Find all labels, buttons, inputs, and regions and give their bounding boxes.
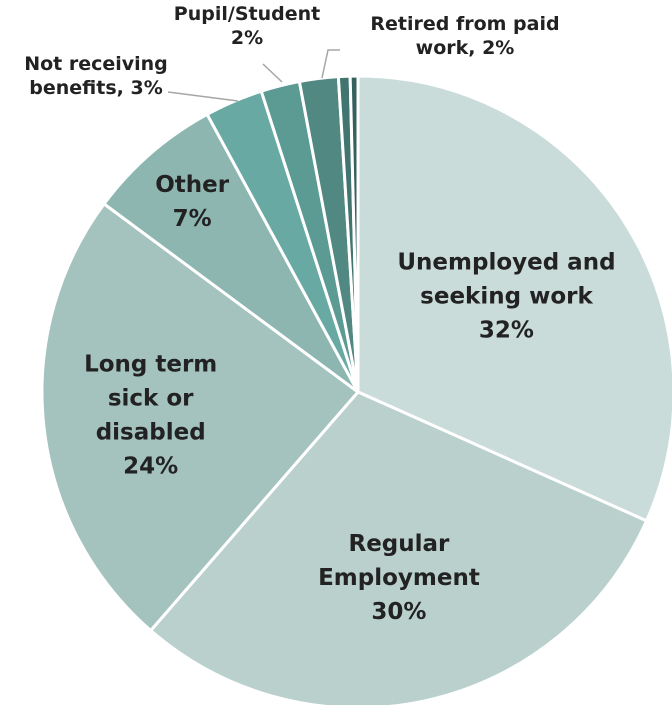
slice-label-other: Other 7% (155, 172, 230, 232)
slice-label-line: Employment (318, 565, 480, 591)
slice-label-line: 32% (479, 318, 534, 344)
slice-label-line: benefits, 3% (29, 77, 162, 99)
slice-label-long-term-sick-or-disabled: Long term sick or disabled 24% (84, 352, 217, 480)
leader-line-pupil-student (262, 63, 283, 83)
pie-slice-long-term-sick-or-disabled (40, 202, 360, 633)
leader-line-retired-from-paid-work (321, 49, 340, 79)
pie-slice-other (102, 112, 360, 394)
slice-label-unemployed-and-seeking-work: Unemployed and seeking work 32% (397, 250, 615, 344)
slice-label-line: Regular (349, 531, 451, 557)
slice-label-line: Pupil/Student (174, 3, 320, 25)
slice-label-line: sick or (108, 386, 194, 412)
slice-label-line: work, 2% (416, 37, 515, 59)
pie-slice-regular-employment (149, 390, 649, 705)
slice-label-line: Other (155, 172, 230, 198)
slice-labels: Unemployed and seeking work 32% Regular Empl… (24, 3, 615, 625)
slice-label-retired-from-paid-work: Retired from paid work, 2% (370, 13, 559, 59)
slice-label-pupil-student: Pupil/Student 2% (174, 3, 320, 49)
slice-label-line: 7% (173, 206, 212, 232)
slice-label-line: Long term (84, 352, 217, 378)
leader-lines (167, 49, 340, 102)
leader-line-not-receiving-benefits (167, 91, 239, 102)
slice-label-line: Unemployed and (397, 250, 615, 276)
slice-label-line: 2% (231, 27, 263, 49)
slice-label-regular-employment: Regular Employment 30% (318, 531, 480, 625)
pie-slices (40, 74, 672, 705)
slice-label-line: Not receiving (24, 53, 168, 75)
pie-slice-unemployed-and-seeking-work (356, 74, 672, 523)
slice-label-line: seeking work (420, 284, 593, 310)
slice-label-line: disabled (96, 420, 206, 446)
slice-label-line: Retired from paid (370, 13, 559, 35)
slice-label-line: 30% (371, 599, 426, 625)
slice-label-not-receiving-benefits: Not receiving benefits, 3% (24, 53, 168, 99)
slice-label-line: 24% (123, 454, 178, 480)
pie-slice-minor-8 (348, 74, 360, 394)
